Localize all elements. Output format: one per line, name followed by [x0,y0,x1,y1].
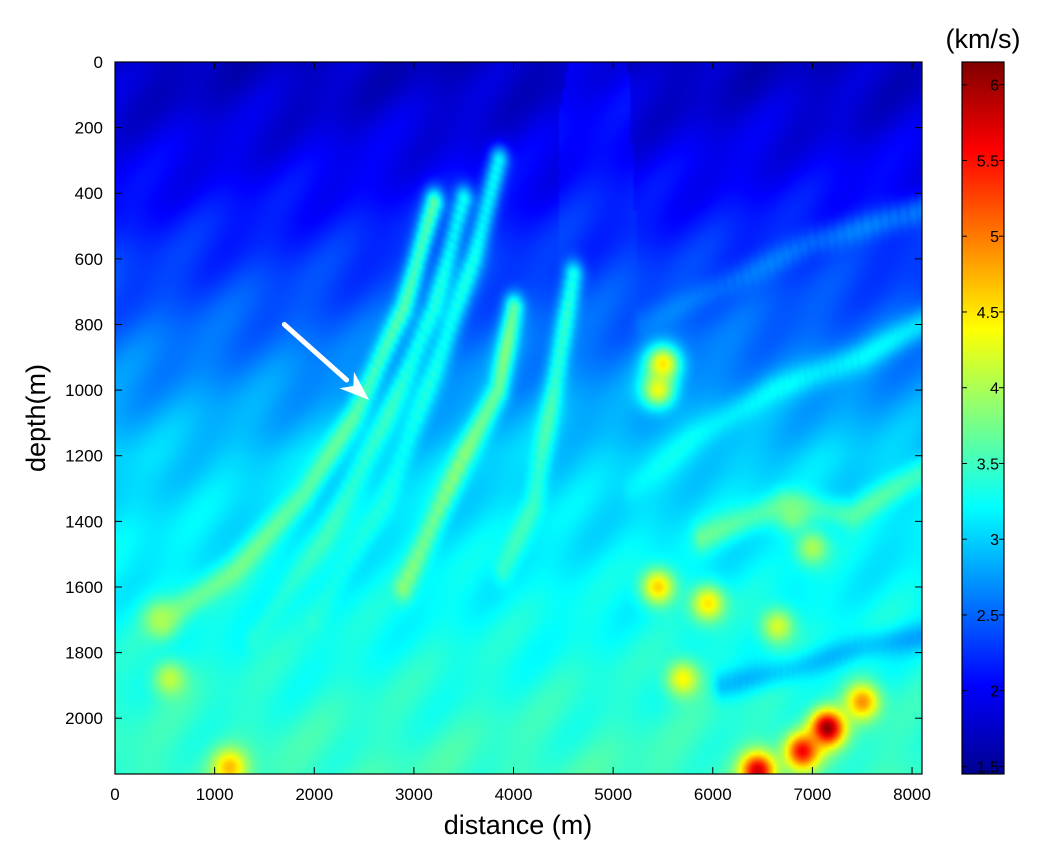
y-tick-label: 800 [75,315,103,334]
colorbar-tick-label: 2 [990,684,999,701]
y-tick-label: 1000 [65,381,103,400]
velocity-heatmap [115,62,922,774]
x-tick-label: 3000 [395,785,433,804]
heatmap-area [114,61,923,775]
x-axis-ticks: 0 1000 2000 3000 4000 5000 6000 7000 8000 [110,62,931,804]
x-tick-label: 0 [110,785,119,804]
x-tick-label: 2000 [295,785,333,804]
y-tick-label: 1400 [65,512,103,531]
x-axis-label: distance (m) [444,810,593,840]
x-tick-label: 6000 [694,785,732,804]
annotation-layer [281,321,370,400]
x-tick-label: 7000 [793,785,831,804]
colorbar-tick-label: 3.5 [977,456,999,473]
y-tick-label: 200 [75,119,103,138]
y-tick-label: 1800 [65,644,103,663]
x-tick-label: 8000 [893,785,931,804]
colorbar-tick-label: 5.5 [977,153,999,170]
x-tick-label: 4000 [495,785,533,804]
y-axis-ticks: 0 200 400 600 800 1000 1200 1400 1600 1800 2000 [65,53,922,728]
colorbar-tick-label: 4 [990,381,999,398]
y-tick-label: 400 [75,184,103,203]
y-tick-label: 1600 [65,578,103,597]
y-tick-label: 0 [94,53,103,72]
annotation-arrow-shaft [281,321,350,383]
colorbar-gradient [961,61,1005,775]
y-tick-label: 1200 [65,447,103,466]
y-tick-label: 600 [75,250,103,269]
colorbar-tick-label: 3 [990,532,999,549]
colorbar-tick-label: 6 [990,78,999,95]
colorbar-ticks: 1.5 2 2.5 3 3.5 4 4.5 5 5.5 6 [962,78,1004,776]
colorbar-unit-label: (km/s) [946,24,1021,54]
colorbar-tick-label: 5 [990,229,999,246]
colorbar-tick-label: 2.5 [977,608,999,625]
x-tick-label: 5000 [594,785,632,804]
y-axis-label: depth(m) [21,364,51,472]
colorbar: 1.5 2 2.5 3 3.5 4 4.5 5 5.5 6 (km/s) [946,24,1021,776]
annotation-arrow-head [339,371,370,400]
colorbar-tick-label: 1.5 [977,759,999,776]
y-tick-label: 2000 [65,709,103,728]
colorbar-tick-label: 4.5 [977,305,999,322]
plot-frame [114,61,923,775]
x-tick-label: 1000 [196,785,234,804]
